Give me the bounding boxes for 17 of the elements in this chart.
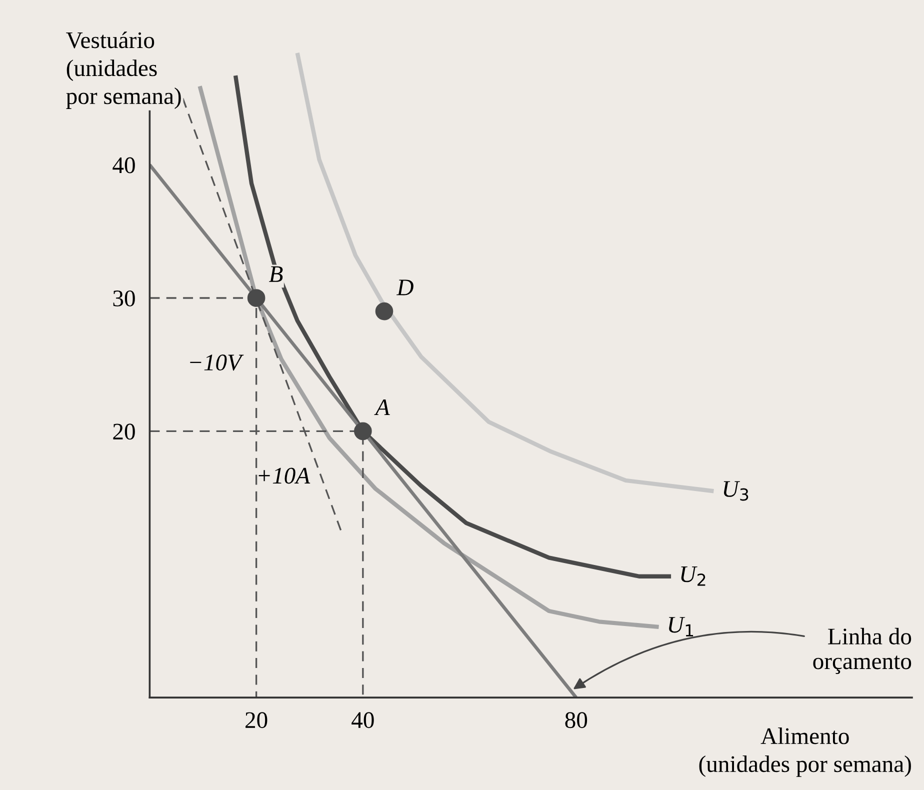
annotation: Linha do orçamento bbox=[813, 628, 912, 674]
annotation: +10A bbox=[258, 468, 310, 484]
y-tick-label: 30 bbox=[113, 290, 135, 306]
x-tick-label: 40 bbox=[352, 712, 374, 728]
series-label: A bbox=[374, 399, 390, 416]
series-label: B bbox=[269, 266, 283, 282]
annotation: −10V bbox=[190, 354, 244, 371]
x-axis-title: Alimento (unidades por semana) bbox=[699, 728, 911, 777]
series-label: U$_{3}$ bbox=[724, 481, 748, 501]
series-label: D bbox=[396, 280, 414, 296]
x-tick-label: 80 bbox=[565, 712, 588, 728]
x-tick-label: 20 bbox=[246, 712, 268, 728]
y-tick-label: 20 bbox=[113, 424, 135, 440]
y-tick-label: 40 bbox=[112, 157, 135, 174]
series-label: U$_{1}$ bbox=[668, 617, 694, 636]
y-axis-title: Vestuário (unidades por semana) bbox=[66, 32, 181, 109]
series-label: U$_{2}$ bbox=[681, 566, 706, 586]
